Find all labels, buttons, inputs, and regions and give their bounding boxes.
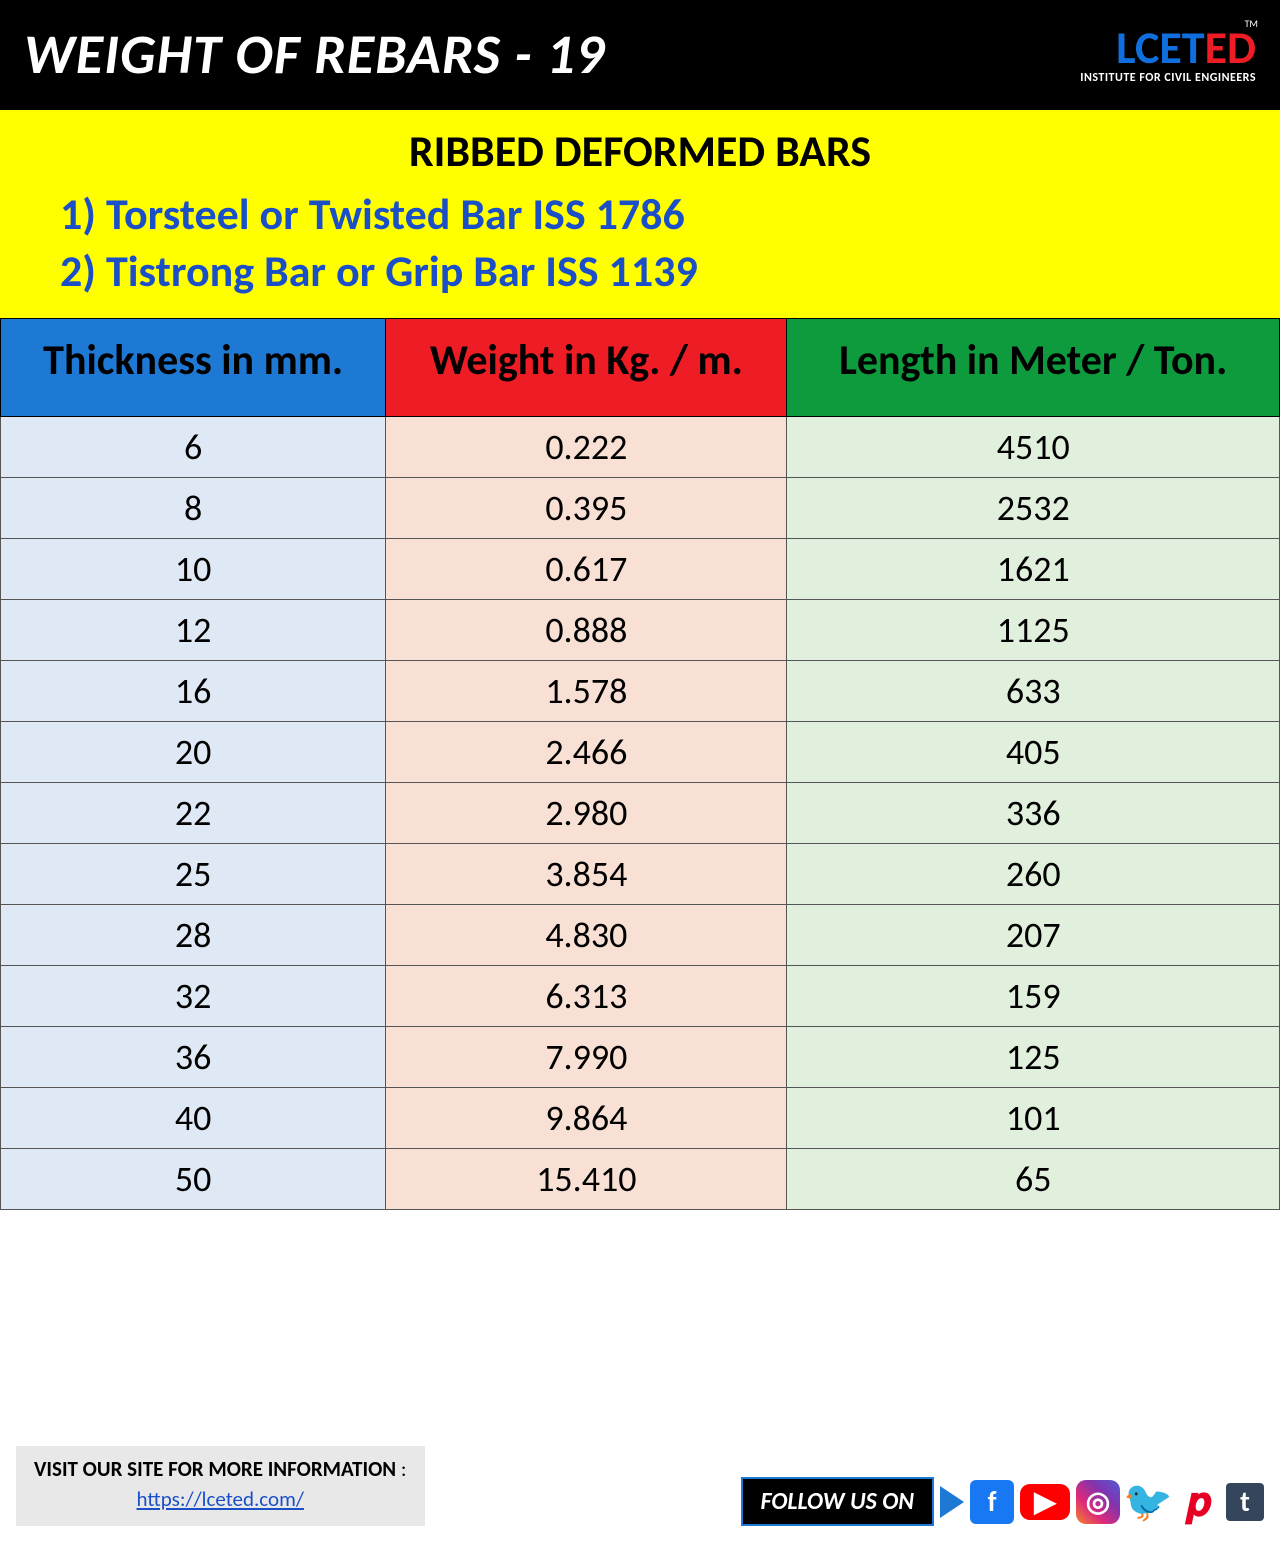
table-row: 326.313159: [1, 965, 1280, 1026]
table-row: 409.864101: [1, 1087, 1280, 1148]
instagram-icon[interactable]: ◎: [1076, 1480, 1120, 1524]
table-row: 161.578633: [1, 660, 1280, 721]
cell: 9.864: [386, 1087, 787, 1148]
page-title: WEIGHT OF REBARS - 19: [24, 21, 605, 89]
cell: 4510: [787, 416, 1280, 477]
youtube-icon[interactable]: ▶: [1020, 1484, 1070, 1520]
cell: 28: [1, 904, 386, 965]
table-row: 60.2224510: [1, 416, 1280, 477]
brand-logo: TM LCETED INSTITUTE FOR CIVIL ENGINEERS: [1080, 25, 1256, 85]
table-header-row: Thickness in mm. Weight in Kg. / m. Leng…: [1, 319, 1280, 417]
cell: 1621: [787, 538, 1280, 599]
cell: 260: [787, 843, 1280, 904]
cell: 3.854: [386, 843, 787, 904]
facebook-icon[interactable]: f: [970, 1480, 1014, 1524]
cell: 336: [787, 782, 1280, 843]
cell: 12: [1, 599, 386, 660]
cell: 125: [787, 1026, 1280, 1087]
trademark-label: TM: [1245, 17, 1258, 30]
cell: 10: [1, 538, 386, 599]
footer-visit: VISIT OUR SITE FOR MORE INFORMATION : ht…: [16, 1446, 425, 1526]
cell: 1125: [787, 599, 1280, 660]
cell: 6.313: [386, 965, 787, 1026]
cell: 20: [1, 721, 386, 782]
cell: 0.222: [386, 416, 787, 477]
cell: 32: [1, 965, 386, 1026]
cell: 2.980: [386, 782, 787, 843]
twitter-icon[interactable]: 🐦: [1126, 1480, 1170, 1524]
col-header-thickness: Thickness in mm.: [1, 319, 386, 417]
table-row: 5015.41065: [1, 1148, 1280, 1209]
cell: 22: [1, 782, 386, 843]
table-row: 100.6171621: [1, 538, 1280, 599]
cell: 65: [787, 1148, 1280, 1209]
subtitle-item1: 1) Torsteel or Twisted Bar ISS 1786: [60, 186, 1220, 243]
cell: 50: [1, 1148, 386, 1209]
cell: 2532: [787, 477, 1280, 538]
brand-subtitle: INSTITUTE FOR CIVIL ENGINEERS: [1080, 71, 1256, 85]
subtitle-block: RIBBED DEFORMED BARS 1) Torsteel or Twis…: [0, 110, 1280, 318]
header-bar: WEIGHT OF REBARS - 19 TM LCETED INSTITUT…: [0, 0, 1280, 110]
table-container: Thickness in mm. Weight in Kg. / m. Leng…: [0, 318, 1280, 1210]
cell: 0.617: [386, 538, 787, 599]
table-row: 284.830207: [1, 904, 1280, 965]
cell: 633: [787, 660, 1280, 721]
cell: 405: [787, 721, 1280, 782]
cell: 101: [787, 1087, 1280, 1148]
cell: 1.578: [386, 660, 787, 721]
pinterest-icon[interactable]: 𝒑: [1176, 1480, 1220, 1524]
play-icon[interactable]: [940, 1486, 964, 1518]
site-link[interactable]: https://lceted.com/: [34, 1486, 407, 1512]
cell: 36: [1, 1026, 386, 1087]
table-row: 120.8881125: [1, 599, 1280, 660]
cell: 25: [1, 843, 386, 904]
visit-label: VISIT OUR SITE FOR MORE INFORMATION: [34, 1456, 396, 1482]
col-header-length: Length in Meter / Ton.: [787, 319, 1280, 417]
cell: 15.410: [386, 1148, 787, 1209]
cell: 40: [1, 1087, 386, 1148]
subtitle-main: RIBBED DEFORMED BARS: [60, 124, 1220, 178]
subtitle-item2: 2) Tistrong Bar or Grip Bar ISS 1139: [60, 243, 1220, 300]
cell: 0.395: [386, 477, 787, 538]
cell: 0.888: [386, 599, 787, 660]
cell: 2.466: [386, 721, 787, 782]
table-row: 202.466405: [1, 721, 1280, 782]
cell: 159: [787, 965, 1280, 1026]
table-row: 367.990125: [1, 1026, 1280, 1087]
follow-label: FOLLOW US ON: [741, 1477, 935, 1526]
cell: 7.990: [386, 1026, 787, 1087]
cell: 8: [1, 477, 386, 538]
tumblr-icon[interactable]: t: [1226, 1483, 1264, 1521]
cell: 16: [1, 660, 386, 721]
brand-name: LCETED: [1080, 25, 1256, 71]
brand-part1: LCET: [1116, 20, 1204, 76]
col-header-weight: Weight in Kg. / m.: [386, 319, 787, 417]
footer: VISIT OUR SITE FOR MORE INFORMATION : ht…: [0, 1438, 1280, 1550]
footer-social: FOLLOW US ON f ▶ ◎ 🐦 𝒑 t: [741, 1477, 1265, 1526]
table-row: 80.3952532: [1, 477, 1280, 538]
rebar-table: Thickness in mm. Weight in Kg. / m. Leng…: [0, 318, 1280, 1210]
cell: 4.830: [386, 904, 787, 965]
table-row: 253.854260: [1, 843, 1280, 904]
cell: 6: [1, 416, 386, 477]
table-row: 222.980336: [1, 782, 1280, 843]
cell: 207: [787, 904, 1280, 965]
